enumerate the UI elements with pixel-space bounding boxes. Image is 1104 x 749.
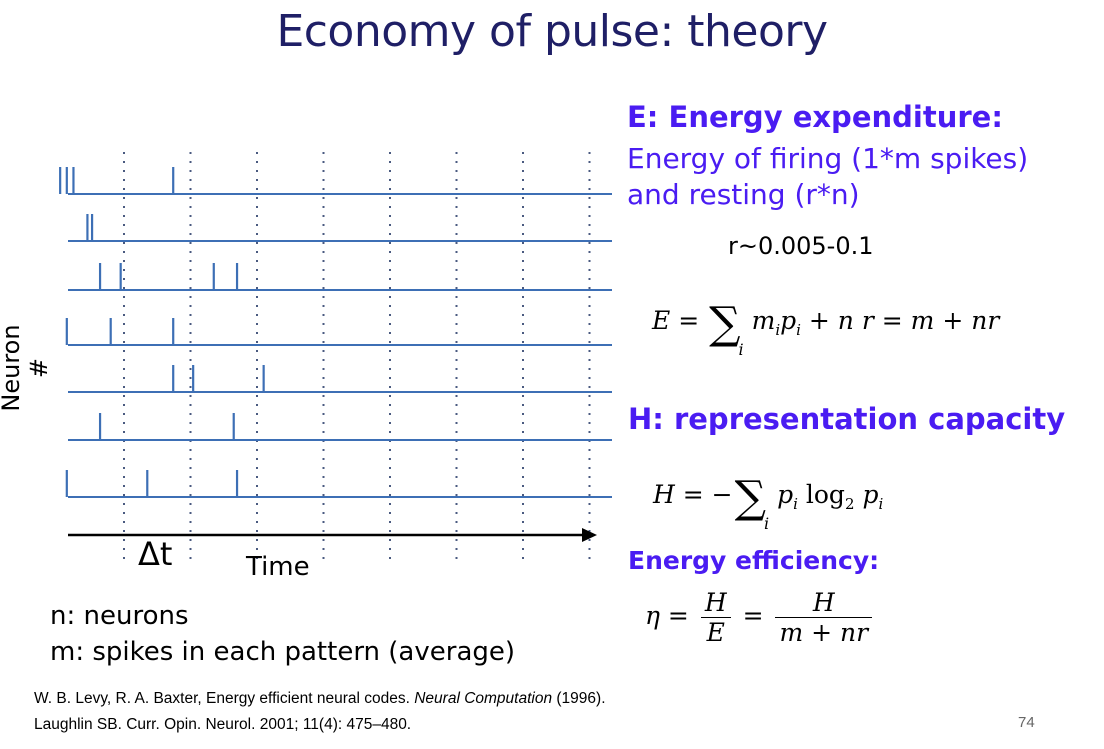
energy-heading: E: Energy expenditure:: [627, 100, 1003, 134]
slide-title: Economy of pulse: theory: [276, 6, 828, 57]
neuron-axis-label: Neuron #: [0, 324, 53, 412]
reference-2: Laughlin SB. Curr. Opin. Neurol. 2001; 1…: [34, 716, 412, 733]
definition-m: m: spikes in each pattern (average): [50, 637, 516, 667]
definition-n: n: neurons: [50, 601, 189, 631]
energy-line-1: Energy of firing (1*m spikes): [627, 142, 1029, 175]
energy-equation: E = ∑i mipi + n r = m + nr: [652, 298, 1000, 359]
energy-description: Energy of firing (1*m spikes) and restin…: [627, 141, 1028, 213]
efficiency-heading: Energy efficiency:: [628, 546, 880, 575]
capacity-equation: H = −∑i pi log2 pi: [653, 472, 884, 533]
spike-raster-diagram: [59, 152, 612, 560]
time-bin-grid: [123, 152, 591, 560]
page-number: 74: [1018, 714, 1035, 731]
time-axis-label: Time: [246, 552, 310, 582]
references: W. B. Levy, R. A. Baxter, Energy efficie…: [34, 686, 606, 738]
neuron-rows: [59, 167, 612, 498]
energy-line-2: and resting (r*n): [627, 178, 860, 211]
definitions: n: neurons m: spikes in each pattern (av…: [50, 598, 515, 670]
reference-1: W. B. Levy, R. A. Baxter, Energy efficie…: [34, 690, 606, 707]
delta-t-label: Δt: [138, 535, 173, 573]
capacity-heading: H: representation capacity: [628, 402, 1066, 436]
time-axis-arrowhead: [582, 528, 597, 542]
r-range: r~0.005-0.1: [728, 232, 874, 260]
